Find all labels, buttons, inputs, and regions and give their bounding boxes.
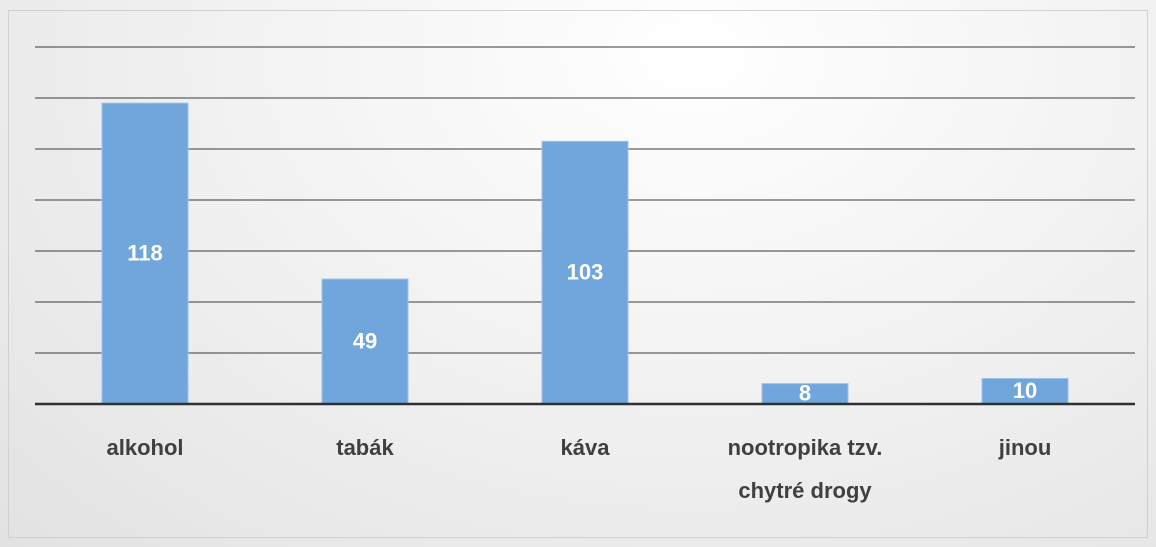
data-label: 49: [353, 328, 377, 353]
x-tick-label: jinou: [998, 435, 1052, 460]
x-tick-label: káva: [560, 435, 610, 460]
bar: [981, 378, 1069, 405]
data-label: 118: [127, 240, 163, 265]
bar: [541, 140, 629, 405]
data-label: 103: [567, 259, 604, 284]
bar: [321, 278, 409, 405]
x-tick-label: alkohol: [106, 435, 184, 460]
x-tick-label: tabák: [336, 435, 394, 460]
x-tick-label: nootropika tzv. chytré drogy: [727, 435, 883, 503]
data-label: 10: [1013, 378, 1037, 403]
data-label: 8: [799, 381, 811, 406]
chart-border: [8, 10, 1148, 538]
